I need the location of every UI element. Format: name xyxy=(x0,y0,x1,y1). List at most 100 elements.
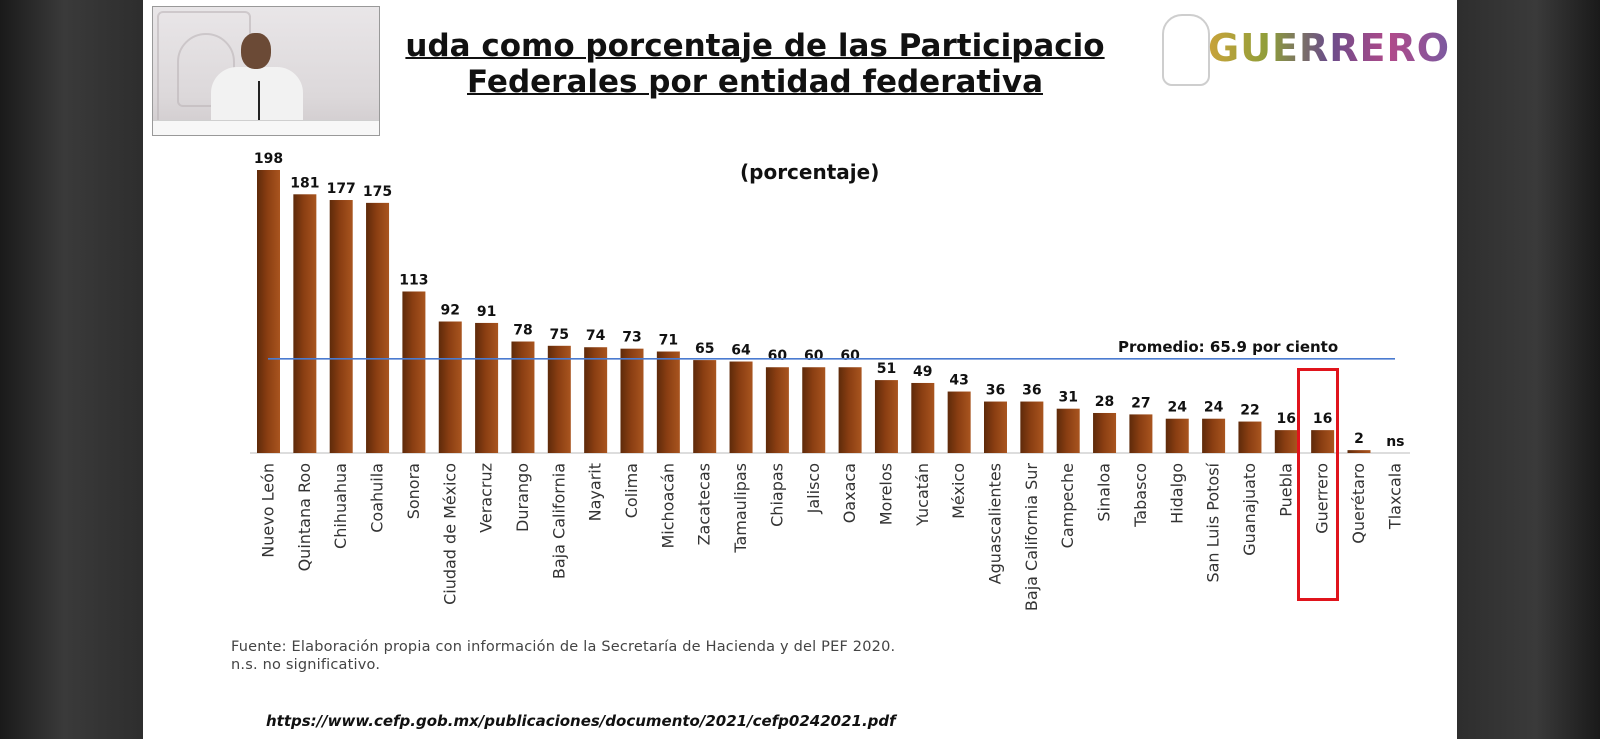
category-label-tabasco: Tabasco xyxy=(1131,463,1150,528)
value-label-baja-california-sur: 36 xyxy=(1022,383,1041,399)
bar-hidalgo xyxy=(1165,418,1189,453)
category-label-san-luis-potosi: San Luis Potosí xyxy=(1204,462,1223,582)
bar-quintana-roo xyxy=(293,194,317,453)
category-label-tlaxcala: Tlaxcala xyxy=(1385,463,1404,530)
category-label-oaxaca: Oaxaca xyxy=(840,463,859,523)
bar-durango xyxy=(511,341,535,453)
bar-veracruz xyxy=(475,322,499,453)
value-label-nayarit: 74 xyxy=(586,328,606,344)
source-text: Fuente: Elaboración propia con informaci… xyxy=(231,639,896,655)
bar-aguascalientes xyxy=(984,401,1007,453)
bar-yucatan xyxy=(911,382,935,453)
chart-title: uda como porcentaje de las Participacio … xyxy=(375,28,1135,100)
bar-sonora xyxy=(402,291,426,453)
bar-colima xyxy=(620,348,644,453)
bar-campeche xyxy=(1056,408,1080,453)
value-label-quintana-roo: 181 xyxy=(290,175,319,191)
value-label-mexico: 43 xyxy=(949,373,968,389)
value-label-ciudad-de-mexico: 92 xyxy=(441,303,460,319)
bar-jalisco xyxy=(802,367,826,453)
value-label-queretaro: 2 xyxy=(1354,431,1364,447)
value-label-tlaxcala: ns xyxy=(1386,434,1404,450)
category-label-chihuahua: Chihuahua xyxy=(331,463,350,549)
bar-coahuila xyxy=(366,202,390,453)
category-label-sinaloa: Sinaloa xyxy=(1095,463,1114,522)
category-label-quintana-roo: Quintana Roo xyxy=(295,463,314,571)
bar-michoacan xyxy=(656,351,680,453)
category-label-guerrero: Guerrero xyxy=(1313,463,1332,534)
category-label-mexico: México xyxy=(949,463,968,519)
bar-guerrero xyxy=(1311,430,1335,453)
average-label: Promedio: 65.9 por ciento xyxy=(1118,338,1339,356)
category-label-veracruz: Veracruz xyxy=(477,463,496,533)
category-label-yucatan: Yucatán xyxy=(913,463,932,527)
value-label-oaxaca: 60 xyxy=(840,348,860,364)
bar-morelos xyxy=(874,380,898,453)
bar-baja-california xyxy=(547,345,571,453)
value-label-colima: 73 xyxy=(622,330,641,346)
category-label-nuevo-leon: Nuevo León xyxy=(259,463,278,558)
title-line-2: Federales por entidad federativa xyxy=(467,64,1043,100)
category-label-chiapas: Chiapas xyxy=(767,463,786,527)
webcam-overlay xyxy=(152,6,380,136)
state-emblem-icon xyxy=(1162,14,1210,86)
value-label-morelos: 51 xyxy=(877,361,896,377)
bar-san-luis-potosi xyxy=(1202,418,1226,453)
value-label-sinaloa: 28 xyxy=(1095,394,1114,410)
title-line-1: uda como porcentaje de las Participacio xyxy=(405,28,1105,64)
value-label-jalisco: 60 xyxy=(804,348,824,364)
value-label-campeche: 31 xyxy=(1058,390,1077,406)
value-label-yucatan: 49 xyxy=(913,364,932,380)
bar-oaxaca xyxy=(838,367,862,453)
category-label-colima: Colima xyxy=(622,463,641,518)
category-label-baja-california-sur: Baja California Sur xyxy=(1022,463,1041,611)
value-label-coahuila: 175 xyxy=(363,184,392,200)
value-label-baja-california: 75 xyxy=(550,327,569,343)
category-label-zacatecas: Zacatecas xyxy=(695,463,714,545)
value-label-san-luis-potosi: 24 xyxy=(1204,400,1224,416)
desk xyxy=(153,120,379,135)
value-label-tamaulipas: 64 xyxy=(731,343,751,359)
bar-sinaloa xyxy=(1093,412,1117,453)
value-label-tabasco: 27 xyxy=(1131,395,1150,411)
value-label-zacatecas: 65 xyxy=(695,341,714,357)
category-label-queretaro: Querétaro xyxy=(1349,463,1368,544)
value-label-durango: 78 xyxy=(513,323,532,339)
bar-chiapas xyxy=(765,367,789,453)
category-label-tamaulipas: Tamaulipas xyxy=(731,463,750,554)
speaker-head xyxy=(241,33,271,69)
category-label-aguascalientes: Aguascalientes xyxy=(986,463,1005,584)
guerrero-logo: GUERRERO xyxy=(1208,26,1451,70)
source-url[interactable]: https://www.cefp.gob.mx/publicaciones/do… xyxy=(266,712,896,730)
value-label-nuevo-leon: 198 xyxy=(254,151,283,167)
category-label-puebla: Puebla xyxy=(1276,463,1295,517)
bar-ciudad-de-mexico xyxy=(438,321,462,453)
bar-tabasco xyxy=(1129,414,1153,453)
bar-baja-california-sur xyxy=(1020,401,1044,453)
microphone-icon xyxy=(258,81,260,121)
value-label-aguascalientes: 36 xyxy=(986,383,1005,399)
bar-nuevo-leon xyxy=(257,170,280,453)
bar-queretaro xyxy=(1347,450,1371,453)
bar-nayarit xyxy=(584,347,608,453)
category-label-nayarit: Nayarit xyxy=(586,463,605,521)
category-label-durango: Durango xyxy=(513,463,532,532)
value-label-chihuahua: 177 xyxy=(327,181,356,197)
category-label-coahuila: Coahuila xyxy=(368,463,387,533)
bar-guanajuato xyxy=(1238,421,1262,453)
bar-mexico xyxy=(947,391,971,453)
value-label-guanajuato: 22 xyxy=(1240,403,1259,419)
value-label-hidalgo: 24 xyxy=(1168,400,1188,416)
category-label-morelos: Morelos xyxy=(876,463,895,525)
value-label-michoacan: 71 xyxy=(659,333,678,349)
speaker-body xyxy=(211,67,303,125)
bar-tamaulipas xyxy=(729,361,753,453)
guerrero-highlight-box xyxy=(1297,368,1339,601)
category-label-jalisco: Jalisco xyxy=(804,463,823,514)
source-note: Fuente: Elaboración propia con informaci… xyxy=(231,638,895,674)
ns-note: n.s. no significativo. xyxy=(231,657,381,673)
category-label-hidalgo: Hidalgo xyxy=(1167,463,1186,524)
bar-zacatecas xyxy=(693,360,717,453)
category-label-baja-california: Baja California xyxy=(549,463,568,579)
